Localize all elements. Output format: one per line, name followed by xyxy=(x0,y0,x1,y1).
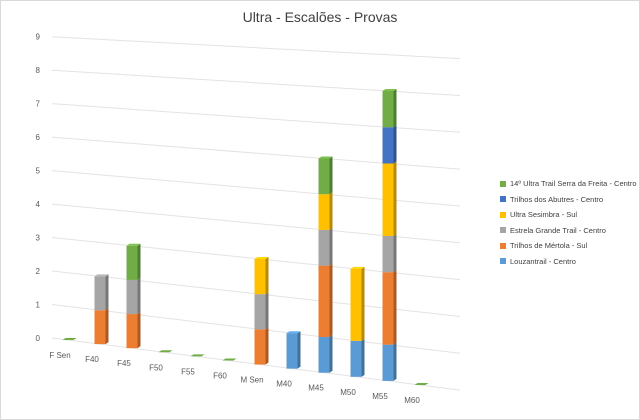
bar-segment-M Sen-2 xyxy=(254,327,269,365)
bar-zero-marker-F50 xyxy=(158,350,173,353)
y-tick-label: 0 xyxy=(36,334,41,343)
bar-segment-M55-5 xyxy=(382,125,397,164)
bar-segment-M Sen-3 xyxy=(254,292,269,330)
bar-segment-F45-3 xyxy=(126,277,141,315)
x-tick-label: F60 xyxy=(213,371,227,380)
y-tick-label: 9 xyxy=(36,33,41,42)
bar-segment-M55-6 xyxy=(382,89,397,128)
x-tick-label: F Sen xyxy=(49,351,70,360)
bar-segment-M45-4 xyxy=(318,192,333,230)
x-tick-label: M45 xyxy=(308,384,324,393)
x-tick-label: F40 xyxy=(85,355,99,364)
x-tick-label: F45 xyxy=(117,359,131,368)
bar-segment-M40-1 xyxy=(286,331,301,369)
y-tick-label: 5 xyxy=(36,167,41,176)
gridline xyxy=(51,170,461,207)
gridline xyxy=(51,136,461,170)
bar-segment-F45-2 xyxy=(126,312,141,349)
bar-segment-M50-1 xyxy=(350,338,365,377)
legend-swatch xyxy=(500,258,506,265)
bar-zero-marker-F60 xyxy=(222,358,237,361)
bar-zero-marker-F Sen xyxy=(62,338,77,340)
bar-segment-M55-3 xyxy=(382,233,397,273)
legend-entry: Trilhos dos Abutres - Centro xyxy=(500,192,638,208)
bar-segment-M55-1 xyxy=(382,342,397,381)
chart-title: Ultra - Escalões - Provas xyxy=(242,9,398,25)
legend-label: Trilhos dos Abutres - Centro xyxy=(510,194,604,204)
bar-zero-marker-M60 xyxy=(414,383,429,385)
legend-swatch xyxy=(500,211,506,218)
legend-label: Estrela Grande Trail - Centro xyxy=(510,225,606,235)
legend-label: Louzantrail - Centro xyxy=(510,256,576,266)
bar-segment-M45-6 xyxy=(318,156,333,195)
x-tick-label: F55 xyxy=(181,367,195,376)
bar-segment-M45-3 xyxy=(318,227,333,266)
y-tick-label: 4 xyxy=(36,200,41,209)
bar-segment-F40-3 xyxy=(94,274,109,311)
y-tick-label: 1 xyxy=(36,300,41,309)
y-tick-label: 8 xyxy=(36,66,41,75)
legend-entry: Louzantrail - Centro xyxy=(500,254,638,270)
x-tick-label: M50 xyxy=(340,388,356,397)
legend-label: Ultra Sesimbra - Sul xyxy=(510,210,578,220)
y-tick-label: 6 xyxy=(36,133,41,142)
x-tick-label: M60 xyxy=(404,396,420,405)
legend-label: Trilhos de Mértola - Sul xyxy=(510,241,588,251)
x-tick-label: M55 xyxy=(372,392,388,401)
legend-entry: Trilhos de Mértola - Sul xyxy=(500,238,638,254)
x-tick-label: M40 xyxy=(276,380,292,389)
bar-segment-F40-2 xyxy=(94,308,109,345)
y-tick-label: 2 xyxy=(36,267,41,276)
y-tick-label: 3 xyxy=(36,234,41,243)
bar-zero-marker-F55 xyxy=(190,354,205,357)
bar-segment-M45-2 xyxy=(318,263,333,338)
legend-swatch xyxy=(500,242,506,249)
bar-segment-F45-6 xyxy=(126,243,141,280)
legend-entry: 14º Ultra Trail Serra da Freita - Centro xyxy=(500,176,638,192)
legend-label: 14º Ultra Trail Serra da Freita - Centro xyxy=(510,179,637,189)
gridline xyxy=(51,203,461,244)
y-tick-label: 7 xyxy=(36,100,41,109)
bar-segment-M55-4 xyxy=(382,161,397,236)
legend-entry: Ultra Sesimbra - Sul xyxy=(500,207,638,223)
legend-swatch xyxy=(500,196,506,203)
gridline xyxy=(51,36,461,60)
x-tick-label: F50 xyxy=(149,363,163,372)
bar-segment-M45-1 xyxy=(318,335,333,373)
x-tick-label: M Sen xyxy=(240,376,263,385)
bar-segment-M Sen-4 xyxy=(254,257,269,295)
gridline xyxy=(51,103,461,133)
legend-entry: Estrela Grande Trail - Centro xyxy=(500,223,638,239)
bar-segment-M50-4 xyxy=(350,266,365,341)
gridline xyxy=(51,69,461,96)
legend-swatch xyxy=(500,227,506,234)
legend-swatch xyxy=(500,180,506,187)
chart-legend: 14º Ultra Trail Serra da Freita - Centro… xyxy=(500,176,638,269)
bar-segment-M55-2 xyxy=(382,270,397,345)
